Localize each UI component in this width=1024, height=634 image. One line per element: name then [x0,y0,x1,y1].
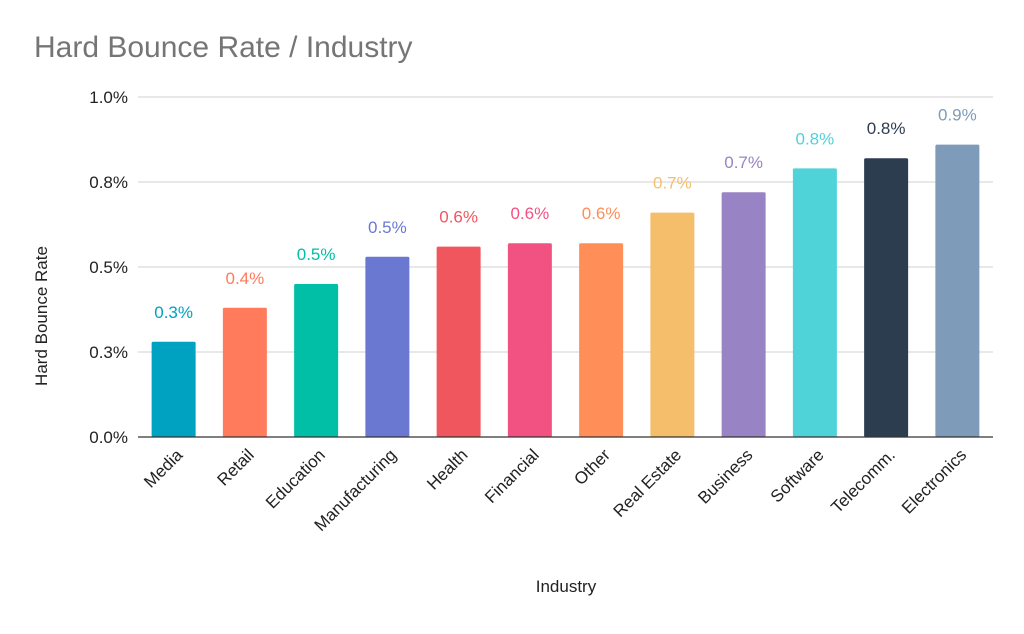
x-tick-label: Other [570,445,614,489]
value-label: 0.6% [582,204,621,223]
chart-title: Hard Bounce Rate / Industry [34,31,413,64]
value-label: 0.6% [511,204,550,223]
y-axis-ticks: 0.0% 0.3% 0.5% 0.8% 1.0% [89,88,128,447]
bar [365,256,410,437]
bar [721,192,766,437]
x-tick-label: Health [423,445,471,493]
bar [151,341,196,437]
bar [650,212,695,437]
x-tick-label: Education [262,445,329,512]
bar [792,168,837,437]
y-tick-label: 0.5% [89,258,128,277]
x-tick-label: Real Estate [610,445,686,521]
value-label: 0.8% [796,129,835,148]
y-axis-title: Hard Bounce Rate [32,246,51,386]
x-tick-label: Software [767,445,828,506]
x-axis-title: Industry [536,577,597,596]
value-labels: 0.3% 0.4% 0.5% 0.5% 0.6% 0.6% 0.6% 0.7% 0.7% 0.8%… [154,106,977,322]
value-label: 0.5% [297,245,336,264]
bar [507,243,552,437]
bars [151,144,980,437]
x-tick-label: Business [694,445,756,507]
bar [222,307,267,437]
x-tick-label: Telecomm. [827,445,899,517]
bar [935,144,980,437]
value-label: 0.9% [938,106,977,125]
x-tick-label: Retail [214,445,258,489]
x-tick-label: Media [140,445,187,492]
value-label: 0.3% [154,303,193,322]
y-tick-label: 0.8% [89,173,128,192]
value-label: 0.4% [226,269,265,288]
value-label: 0.6% [439,208,478,227]
value-label: 0.7% [653,174,692,193]
bar [294,284,339,437]
gridlines [138,96,993,353]
bar [864,158,909,437]
bar [436,246,481,437]
y-tick-label: 1.0% [89,88,128,107]
y-tick-label: 0.0% [89,428,128,447]
value-label: 0.8% [867,119,906,138]
x-tick-label: Financial [481,445,543,507]
x-tick-label: Electronics [898,445,970,517]
y-tick-label: 0.3% [89,343,128,362]
bar [579,243,624,437]
value-label: 0.7% [724,153,763,172]
value-label: 0.5% [368,218,407,237]
